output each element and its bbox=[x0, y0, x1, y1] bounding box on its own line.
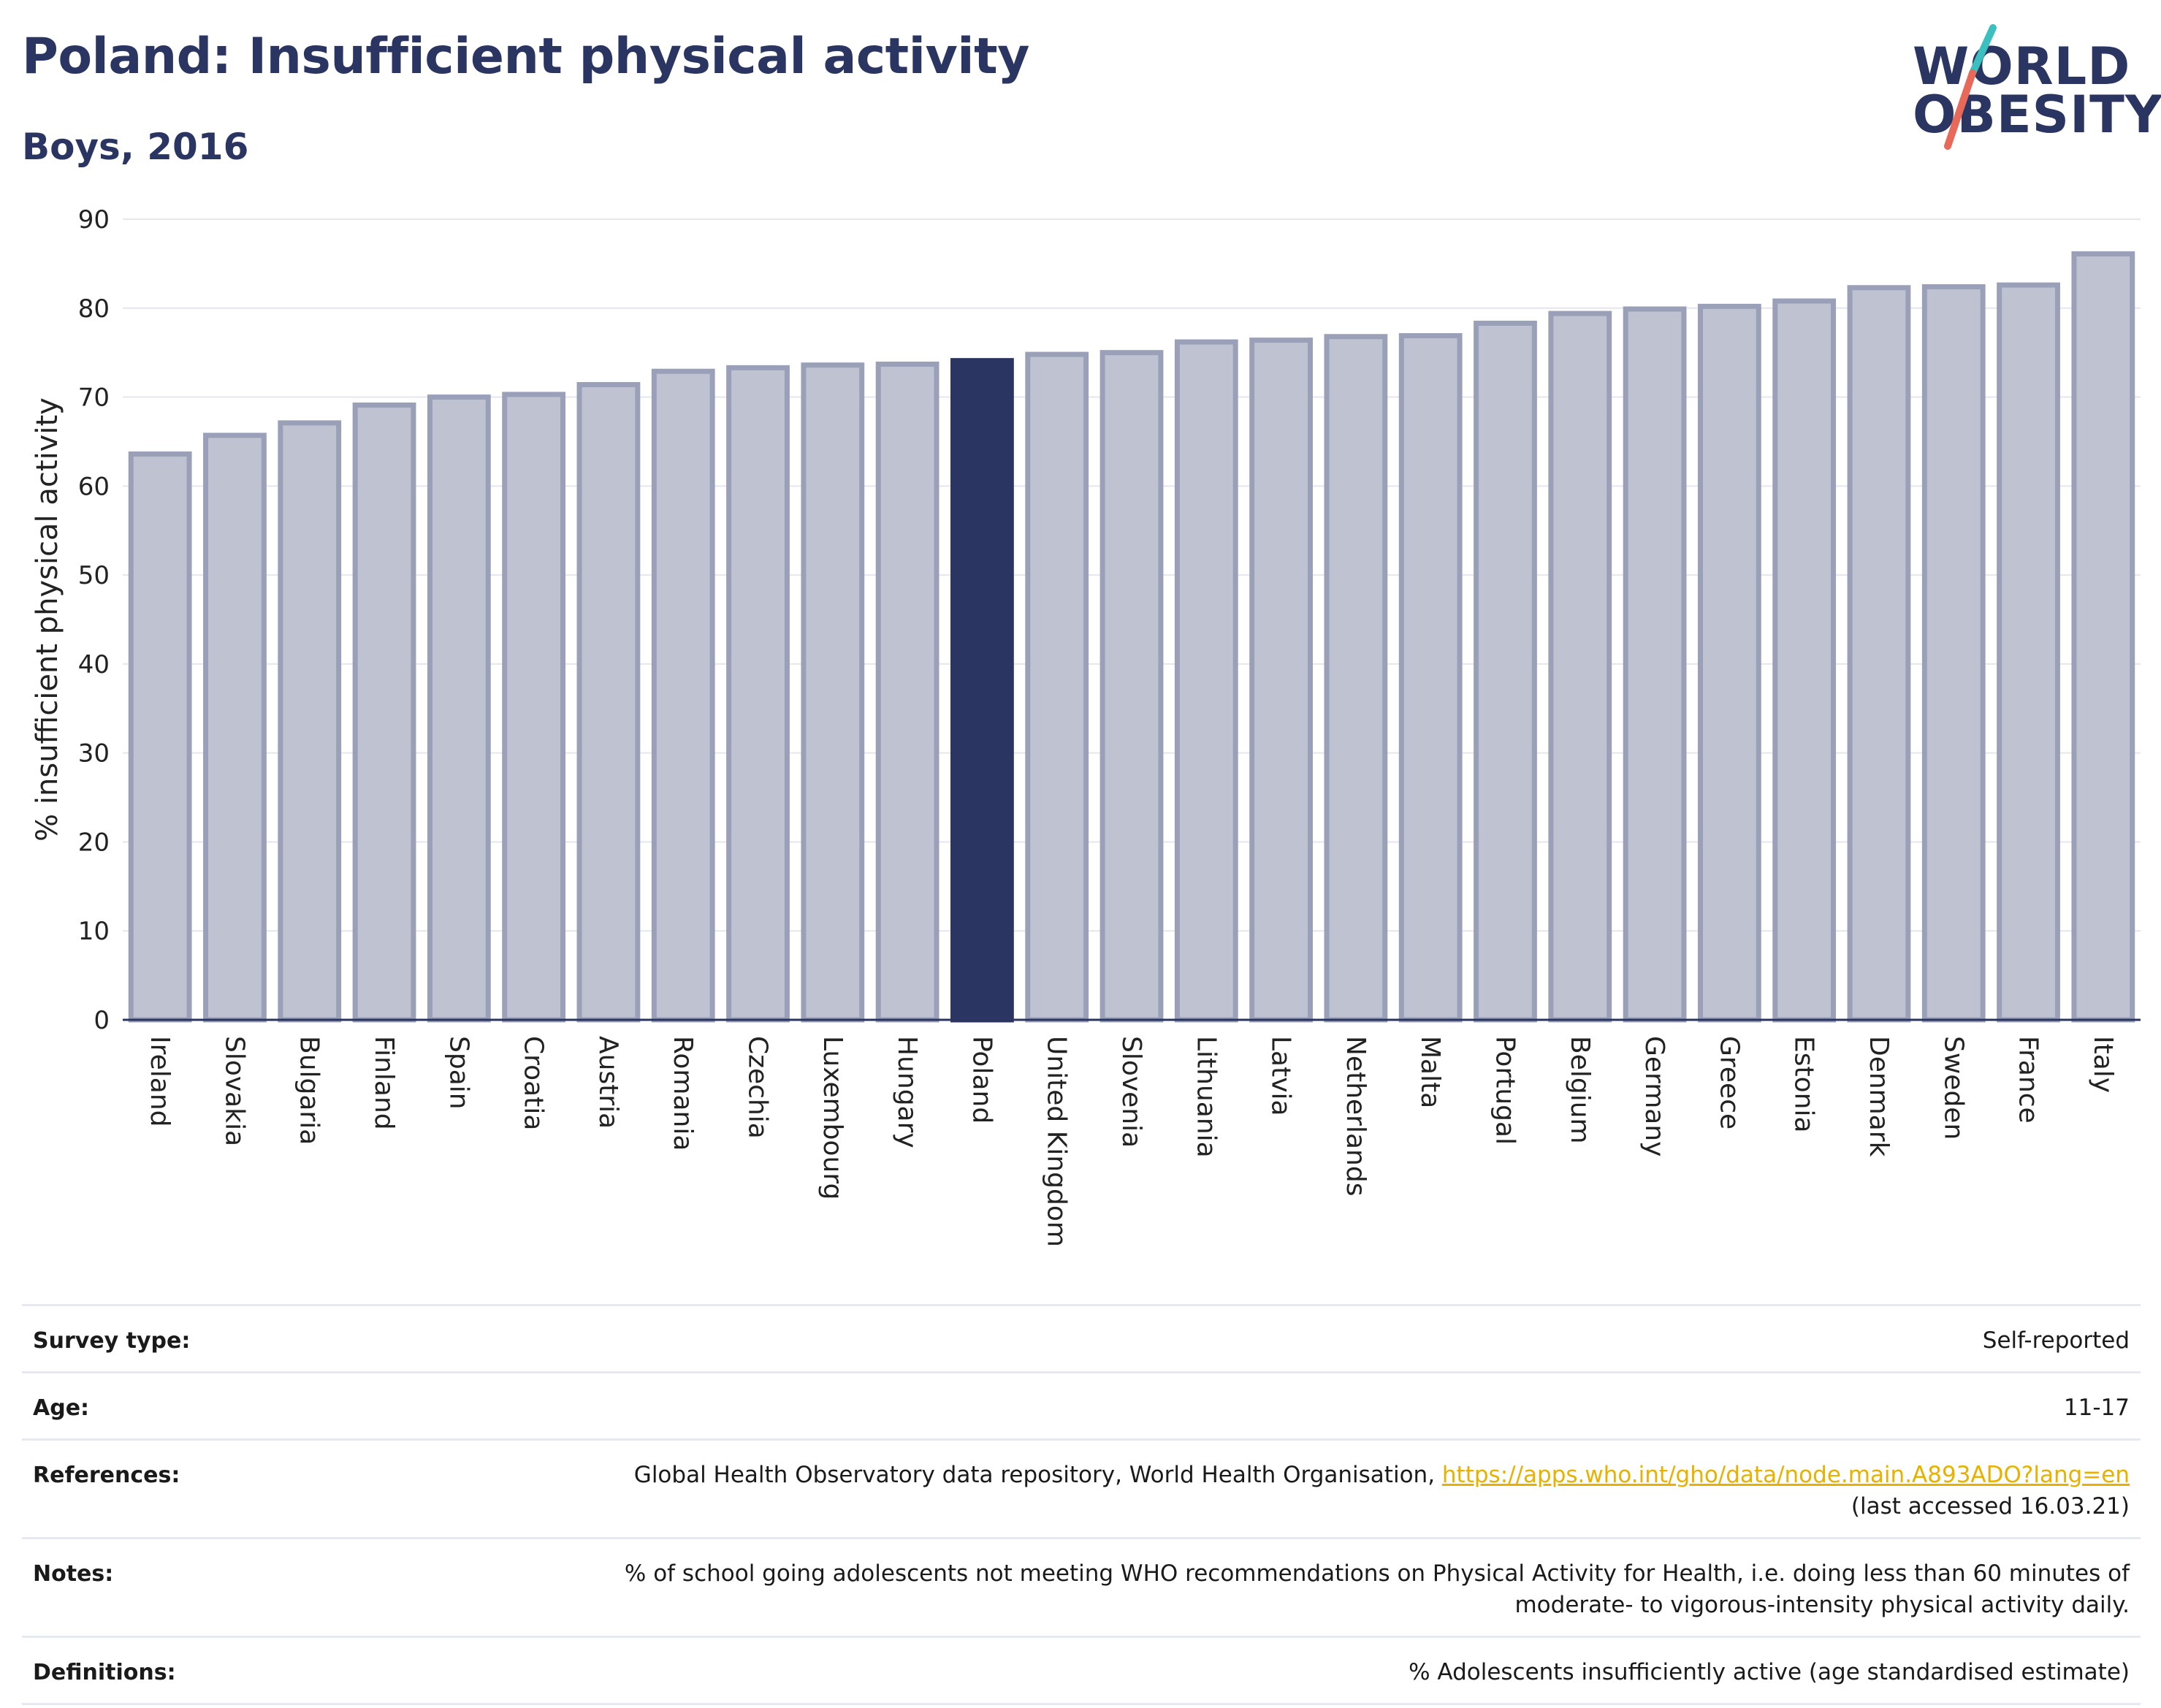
bar-czechia bbox=[726, 365, 790, 1023]
bar-malta bbox=[1398, 333, 1463, 1023]
x-tick-label: Latvia bbox=[1266, 1036, 1296, 1116]
bar-italy bbox=[2071, 251, 2135, 1023]
y-tick-label: 80 bbox=[78, 294, 110, 324]
x-tick-label: Estonia bbox=[1789, 1036, 1819, 1133]
x-tick-label: Austria bbox=[593, 1036, 623, 1129]
bar-germany bbox=[1623, 306, 1687, 1023]
bar-lithuania bbox=[1174, 339, 1238, 1023]
x-tick-label: Portugal bbox=[1490, 1036, 1520, 1145]
bar-ireland bbox=[128, 451, 192, 1023]
bar-portugal bbox=[1474, 320, 1537, 1023]
x-tick-label: Greece bbox=[1714, 1036, 1744, 1129]
survey-type-value: Self-reported bbox=[1982, 1327, 2130, 1354]
x-tick-label: Hungary bbox=[892, 1036, 922, 1148]
x-tick-label: Germany bbox=[1639, 1036, 1669, 1156]
references-text: Global Health Observatory data repositor… bbox=[633, 1462, 1442, 1488]
y-tick-label: 0 bbox=[94, 1006, 110, 1035]
x-tick-label: Sweden bbox=[1938, 1036, 1968, 1140]
bar-netherlands bbox=[1324, 334, 1388, 1023]
info-row-age: Age: 11-17 bbox=[22, 1371, 2141, 1438]
y-tick-label: 90 bbox=[78, 205, 110, 235]
notes-line-2: moderate- to vigorous-intensity physical… bbox=[1514, 1592, 2130, 1618]
bar-greece bbox=[1697, 303, 1761, 1023]
page-title: Poland: Insufficient physical activity bbox=[22, 28, 1029, 85]
bar-croatia bbox=[502, 392, 566, 1023]
bar-slovenia bbox=[1099, 350, 1164, 1023]
x-tick-label: Romania bbox=[668, 1036, 698, 1151]
bar-austria bbox=[576, 382, 641, 1023]
notes-label: Notes: bbox=[33, 1561, 114, 1587]
bar-latvia bbox=[1249, 338, 1313, 1023]
references-link[interactable]: https://apps.who.int/gho/data/node.main.… bbox=[1441, 1462, 2130, 1488]
bar-denmark bbox=[1847, 285, 1911, 1023]
info-row-definitions: Definitions: % Adolescents insufficientl… bbox=[22, 1636, 2141, 1705]
x-tick-label: Ireland bbox=[145, 1036, 175, 1127]
x-tick-label: Luxembourg bbox=[817, 1036, 847, 1200]
y-tick-label: 40 bbox=[78, 650, 110, 679]
x-tick-label: Poland bbox=[967, 1036, 996, 1124]
x-axis-ticks: Ireland Slovakia Bulgaria Finland Spain Croat… bbox=[145, 1036, 2118, 1247]
y-tick-label: 10 bbox=[78, 917, 110, 946]
bar-sweden bbox=[1921, 284, 1986, 1023]
bar-united-kingdom bbox=[1025, 351, 1089, 1023]
notes-value: % of school going adolescents not meetin… bbox=[625, 1558, 2130, 1621]
logo-slash-icon bbox=[1944, 24, 1997, 150]
x-tick-label: Netherlands bbox=[1341, 1036, 1371, 1196]
y-axis-ticks: 0 10 20 30 40 50 60 70 80 90 bbox=[78, 205, 110, 1035]
references-value: Global Health Observatory data repositor… bbox=[634, 1460, 2130, 1522]
x-tick-label: Croatia bbox=[519, 1036, 549, 1130]
x-tick-label: Italy bbox=[2088, 1036, 2118, 1093]
x-tick-label: Belgium bbox=[1565, 1036, 1595, 1144]
bar-estonia bbox=[1772, 298, 1837, 1023]
bar-romania bbox=[651, 368, 715, 1023]
x-tick-label: Bulgaria bbox=[294, 1036, 324, 1145]
x-tick-label: United Kingdom bbox=[1042, 1036, 1072, 1247]
bars bbox=[128, 251, 2135, 1023]
bar-bulgaria bbox=[278, 420, 342, 1023]
bar-luxembourg bbox=[801, 362, 865, 1023]
page-subtitle: Boys, 2016 bbox=[22, 126, 249, 168]
bar-poland bbox=[950, 358, 1014, 1023]
info-table: Survey type: Self-reported Age: 11-17 Re… bbox=[22, 1304, 2141, 1705]
definitions-value: % Adolescents insufficiently active (age… bbox=[1409, 1659, 2130, 1685]
y-tick-label: 60 bbox=[78, 472, 110, 501]
y-tick-label: 70 bbox=[78, 384, 110, 413]
bar-spain bbox=[427, 394, 491, 1023]
bar-slovakia bbox=[203, 432, 267, 1023]
x-tick-label: Lithuania bbox=[1191, 1036, 1221, 1158]
x-tick-label: Czechia bbox=[743, 1036, 773, 1139]
x-tick-label: Slovakia bbox=[219, 1036, 249, 1146]
bar-france bbox=[1997, 282, 2060, 1023]
age-label: Age: bbox=[33, 1395, 90, 1421]
bar-chart: 0 10 20 30 40 50 60 70 80 90 Ireland Slovakia Bulga… bbox=[31, 205, 2141, 1247]
x-tick-label: Malta bbox=[1415, 1036, 1445, 1108]
x-tick-label: Finland bbox=[369, 1036, 399, 1130]
y-tick-label: 20 bbox=[78, 828, 110, 857]
info-row-survey-type: Survey type: Self-reported bbox=[22, 1304, 2141, 1371]
notes-line-1: % of school going adolescents not meetin… bbox=[624, 1560, 2130, 1587]
x-tick-label: Denmark bbox=[1864, 1036, 1894, 1157]
bar-finland bbox=[352, 403, 416, 1023]
info-row-notes: Notes: % of school going adolescents not… bbox=[22, 1537, 2141, 1636]
age-value: 11-17 bbox=[2063, 1395, 2130, 1421]
y-tick-label: 30 bbox=[78, 739, 110, 769]
bar-belgium bbox=[1548, 310, 1612, 1023]
y-tick-label: 50 bbox=[78, 561, 110, 590]
x-tick-label: France bbox=[2013, 1036, 2043, 1124]
references-suffix: (last accessed 16.03.21) bbox=[1851, 1493, 2130, 1520]
info-row-references: References: Global Health Observatory da… bbox=[22, 1438, 2141, 1537]
x-tick-label: Slovenia bbox=[1116, 1036, 1146, 1148]
bar-hungary bbox=[875, 361, 940, 1023]
definitions-label: Definitions: bbox=[33, 1660, 176, 1685]
world-obesity-logo: WORLD OBESITY bbox=[1899, 22, 2161, 153]
y-axis-label: % insufficient physical activity bbox=[31, 397, 64, 842]
references-label: References: bbox=[33, 1463, 180, 1488]
logo-line-1: WORLD bbox=[1913, 37, 2131, 96]
survey-type-label: Survey type: bbox=[33, 1328, 191, 1354]
x-tick-label: Spain bbox=[443, 1036, 473, 1110]
